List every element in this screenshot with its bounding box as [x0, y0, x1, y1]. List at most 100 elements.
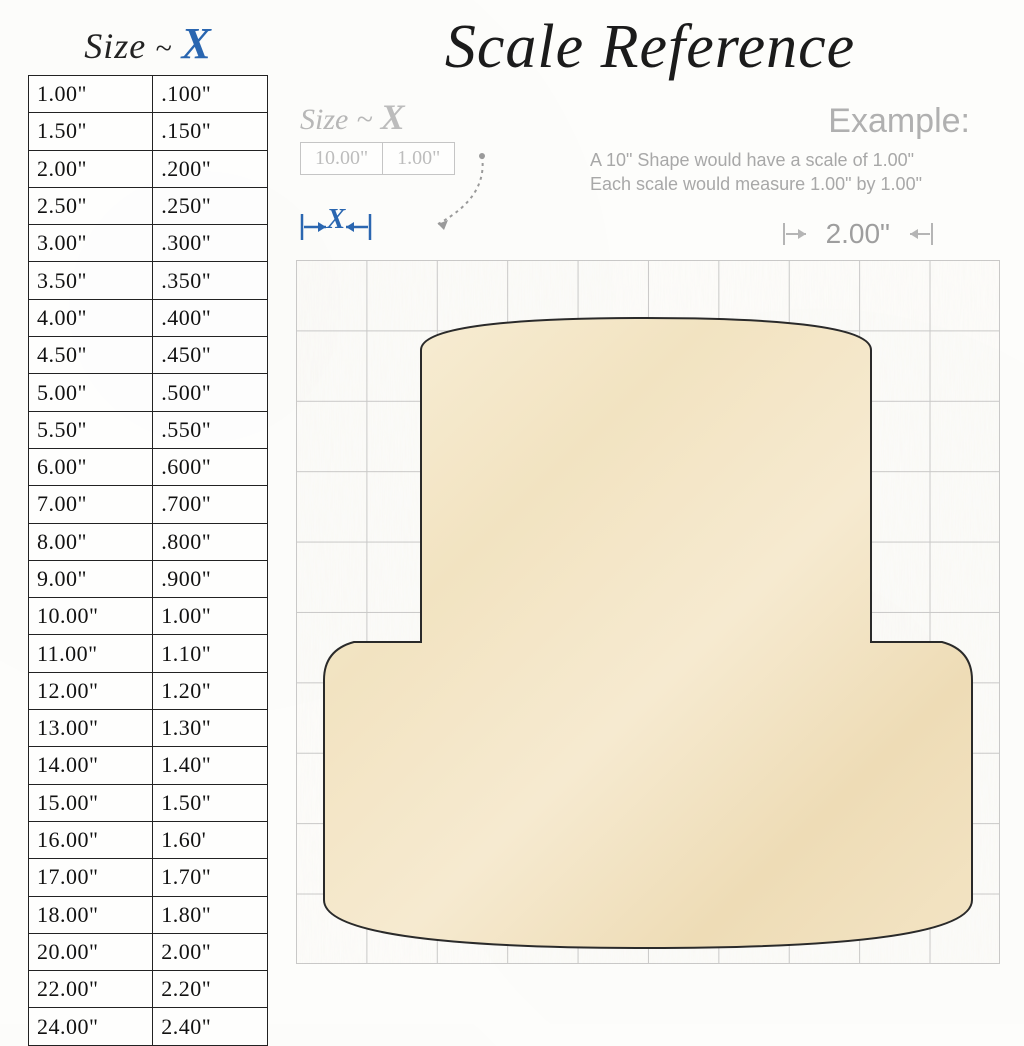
table-row: 9.00".900": [29, 560, 268, 597]
table-cell: 17.00": [29, 859, 153, 896]
table-cell: 24.00": [29, 1008, 153, 1045]
cake-shape-icon: [296, 260, 1000, 964]
table-cell: .700": [153, 486, 268, 523]
table-cell: 1.60': [153, 821, 268, 858]
table-cell: .500": [153, 374, 268, 411]
table-cell: .200": [153, 150, 268, 187]
demo-x-label: X: [381, 97, 405, 137]
table-cell: 2.00": [29, 150, 153, 187]
table-cell: .900": [153, 560, 268, 597]
table-cell: .800": [153, 523, 268, 560]
table-cell: 1.70": [153, 859, 268, 896]
table-cell: .150": [153, 113, 268, 150]
table-cell: 1.50": [29, 113, 153, 150]
table-cell: 1.80": [153, 896, 268, 933]
table-cell: 1.50": [153, 784, 268, 821]
table-cell: 22.00": [29, 971, 153, 1008]
table-cell: 4.00": [29, 299, 153, 336]
table-cell: 14.00": [29, 747, 153, 784]
table-row: 5.50".550": [29, 411, 268, 448]
shape-preview: [296, 260, 1000, 964]
table-cell: 1.10": [153, 635, 268, 672]
page-title: Scale Reference: [300, 12, 1000, 83]
table-cell: 4.50": [29, 337, 153, 374]
table-cell: 12.00": [29, 672, 153, 709]
table-cell: 2.20": [153, 971, 268, 1008]
table-cell: 9.00": [29, 560, 153, 597]
example-line-1: A 10" Shape would have a scale of 1.00": [590, 148, 970, 172]
table-row: 6.00".600": [29, 448, 268, 485]
table-row: 2.00".200": [29, 150, 268, 187]
table-row: 4.00".400": [29, 299, 268, 336]
table-cell: 10.00": [29, 598, 153, 635]
table-row: 24.00"2.40": [29, 1008, 268, 1045]
size-table: Size ~ X 1.00".100"1.50".150"2.00".200"2…: [28, 18, 268, 1046]
table-cell: 1.40": [153, 747, 268, 784]
header-dash: ~: [151, 32, 176, 65]
table-cell: 15.00": [29, 784, 153, 821]
table-cell: 13.00": [29, 710, 153, 747]
table-row: 12.00"1.20": [29, 672, 268, 709]
table-row: 10.00"1.00": [29, 598, 268, 635]
demo-size-label: Size: [300, 103, 348, 136]
grid-scale-value: 2.00": [826, 218, 890, 250]
example-text: A 10" Shape would have a scale of 1.00" …: [590, 148, 970, 197]
table-row: 3.00".300": [29, 225, 268, 262]
table-cell: 11.00": [29, 635, 153, 672]
demo-mini-table: 10.00" 1.00": [300, 142, 455, 175]
table-cell: .600": [153, 448, 268, 485]
table-row: 2.50".250": [29, 187, 268, 224]
table-cell: 3.50": [29, 262, 153, 299]
table-cell: 16.00": [29, 821, 153, 858]
table-cell: 5.00": [29, 374, 153, 411]
demo-dash: ~: [352, 103, 376, 136]
table-cell: .250": [153, 187, 268, 224]
table-cell: 2.00": [153, 933, 268, 970]
size-table-header: Size ~ X: [28, 18, 268, 69]
table-row: 5.00".500": [29, 374, 268, 411]
table-row: 4.50".450": [29, 337, 268, 374]
table-cell: .550": [153, 411, 268, 448]
table-row: 3.50".350": [29, 262, 268, 299]
table-cell: 18.00": [29, 896, 153, 933]
header-x-label: X: [181, 19, 211, 68]
example-heading: Example:: [828, 102, 970, 141]
table-cell: 3.00": [29, 225, 153, 262]
table-cell: .300": [153, 225, 268, 262]
table-row: 18.00"1.80": [29, 896, 268, 933]
table-row: 1.00".100": [29, 76, 268, 113]
header-size-label: Size: [84, 26, 146, 66]
demo-cell-x: 1.00": [383, 143, 455, 175]
table-row: 1.50".150": [29, 113, 268, 150]
table-cell: 7.00": [29, 486, 153, 523]
size-table-body: 1.00".100"1.50".150"2.00".200"2.50".250"…: [28, 75, 268, 1046]
table-cell: 1.20": [153, 672, 268, 709]
table-cell: .100": [153, 76, 268, 113]
table-cell: .350": [153, 262, 268, 299]
table-cell: .400": [153, 299, 268, 336]
x-width-indicator: X: [300, 206, 420, 246]
table-row: 15.00"1.50": [29, 784, 268, 821]
table-cell: 1.30": [153, 710, 268, 747]
x-indicator-label: X: [276, 204, 396, 236]
grid-scale-label: 2.00": [782, 218, 934, 250]
table-cell: 1.00": [153, 598, 268, 635]
table-cell: 6.00": [29, 448, 153, 485]
table-row: 13.00"1.30": [29, 710, 268, 747]
table-row: 22.00"2.20": [29, 971, 268, 1008]
table-row: 11.00"1.10": [29, 635, 268, 672]
arrow-left-icon: [904, 219, 934, 249]
example-line-2: Each scale would measure 1.00" by 1.00": [590, 172, 970, 196]
table-row: 20.00"2.00": [29, 933, 268, 970]
table-row: 17.00"1.70": [29, 859, 268, 896]
table-cell: 2.50": [29, 187, 153, 224]
table-row: 16.00"1.60': [29, 821, 268, 858]
table-cell: .450": [153, 337, 268, 374]
table-cell: 8.00": [29, 523, 153, 560]
table-row: 14.00"1.40": [29, 747, 268, 784]
table-cell: 2.40": [153, 1008, 268, 1045]
table-cell: 20.00": [29, 933, 153, 970]
table-row: 7.00".700": [29, 486, 268, 523]
demo-cell-size: 10.00": [301, 143, 383, 175]
table-cell: 5.50": [29, 411, 153, 448]
